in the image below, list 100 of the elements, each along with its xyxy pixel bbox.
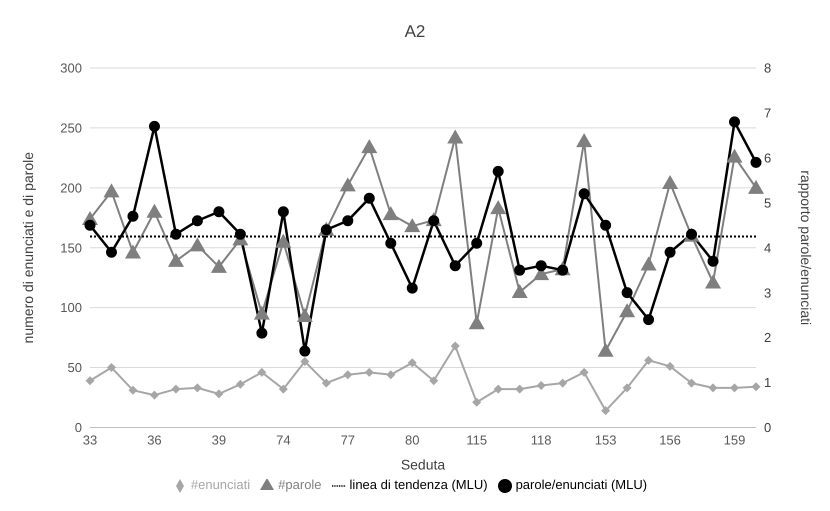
point [640, 256, 657, 270]
point [730, 383, 740, 392]
x-axis-title: Seduta [400, 456, 446, 472]
x-tick-label: 39 [212, 432, 226, 448]
point [408, 358, 417, 368]
point [124, 244, 141, 259]
point [450, 260, 461, 272]
point [598, 342, 614, 357]
x-tick-label: 74 [276, 432, 291, 448]
point [429, 376, 438, 386]
y2-tick-label: 3 [764, 285, 772, 300]
x-tick-label: 153 [594, 432, 616, 448]
y-tick-label: 0 [74, 420, 82, 436]
point [622, 287, 633, 298]
point [578, 188, 590, 200]
point [278, 384, 288, 394]
point [103, 183, 120, 198]
point [364, 368, 374, 377]
point [536, 381, 546, 390]
y-tick-label: 150 [60, 240, 82, 256]
point [576, 133, 592, 148]
point [84, 220, 96, 231]
point [192, 383, 202, 392]
point [404, 218, 420, 232]
point [726, 148, 743, 163]
y-tick-label: 250 [60, 120, 82, 136]
point [406, 282, 418, 294]
legend-label: parole/enunciati (MLU) [516, 477, 648, 492]
x-tick-label: 115 [466, 432, 488, 448]
legend-label: #parole [278, 477, 322, 492]
point [296, 308, 313, 322]
point [278, 206, 289, 218]
point [168, 252, 184, 267]
point [171, 384, 180, 394]
point [748, 180, 764, 194]
point [189, 237, 206, 252]
point [386, 370, 396, 380]
y2-tick-label: 2 [764, 330, 772, 346]
point [708, 256, 719, 267]
point [580, 368, 589, 377]
point [234, 228, 246, 240]
point [148, 120, 160, 132]
point [257, 368, 266, 377]
point [750, 156, 762, 168]
point [601, 406, 610, 416]
point [494, 384, 503, 394]
point [512, 284, 528, 298]
point [450, 341, 460, 350]
y2-tick-label: 5 [764, 195, 772, 210]
point [236, 380, 245, 389]
x-tick-label: 80 [405, 432, 420, 448]
point [708, 383, 718, 392]
point [364, 192, 375, 204]
x-tick-label: 77 [340, 432, 356, 448]
point [106, 363, 116, 372]
point [254, 306, 270, 320]
y2-tick-label: 6 [764, 150, 772, 166]
point [210, 258, 227, 273]
point [490, 200, 506, 214]
point [106, 246, 117, 258]
point [514, 264, 526, 276]
y-tick-label: 50 [68, 360, 82, 376]
point [86, 376, 94, 386]
point [275, 234, 292, 248]
point [752, 382, 760, 392]
x-tick-label: 156 [659, 432, 681, 448]
point [643, 314, 654, 326]
y-tick-label: 100 [60, 300, 82, 316]
point [127, 210, 138, 222]
point [644, 356, 654, 365]
point [192, 215, 203, 226]
x-tick-label: 33 [82, 432, 98, 448]
y2-tick-label: 8 [764, 60, 772, 76]
point [256, 328, 268, 339]
point [471, 238, 482, 249]
point [214, 389, 224, 398]
point [299, 346, 310, 357]
point [600, 220, 612, 231]
x-tick-label: 36 [147, 432, 162, 448]
point [664, 246, 676, 258]
y-axis-title: numero di enunciati e di parole [20, 152, 36, 344]
x-tick-label: 159 [724, 432, 746, 448]
point [170, 228, 182, 240]
point [472, 398, 482, 407]
point [687, 378, 696, 388]
point [536, 260, 547, 272]
y2-tick-label: 0 [764, 420, 772, 436]
legend-label: #enunciati [190, 477, 250, 492]
point [662, 175, 678, 190]
point [666, 362, 675, 371]
point [361, 139, 378, 154]
point [213, 206, 224, 218]
point [558, 378, 568, 388]
point [150, 390, 159, 400]
point [622, 383, 632, 392]
point [385, 238, 396, 249]
point [468, 315, 485, 330]
point [492, 166, 504, 177]
point [343, 370, 352, 380]
point [729, 116, 740, 128]
